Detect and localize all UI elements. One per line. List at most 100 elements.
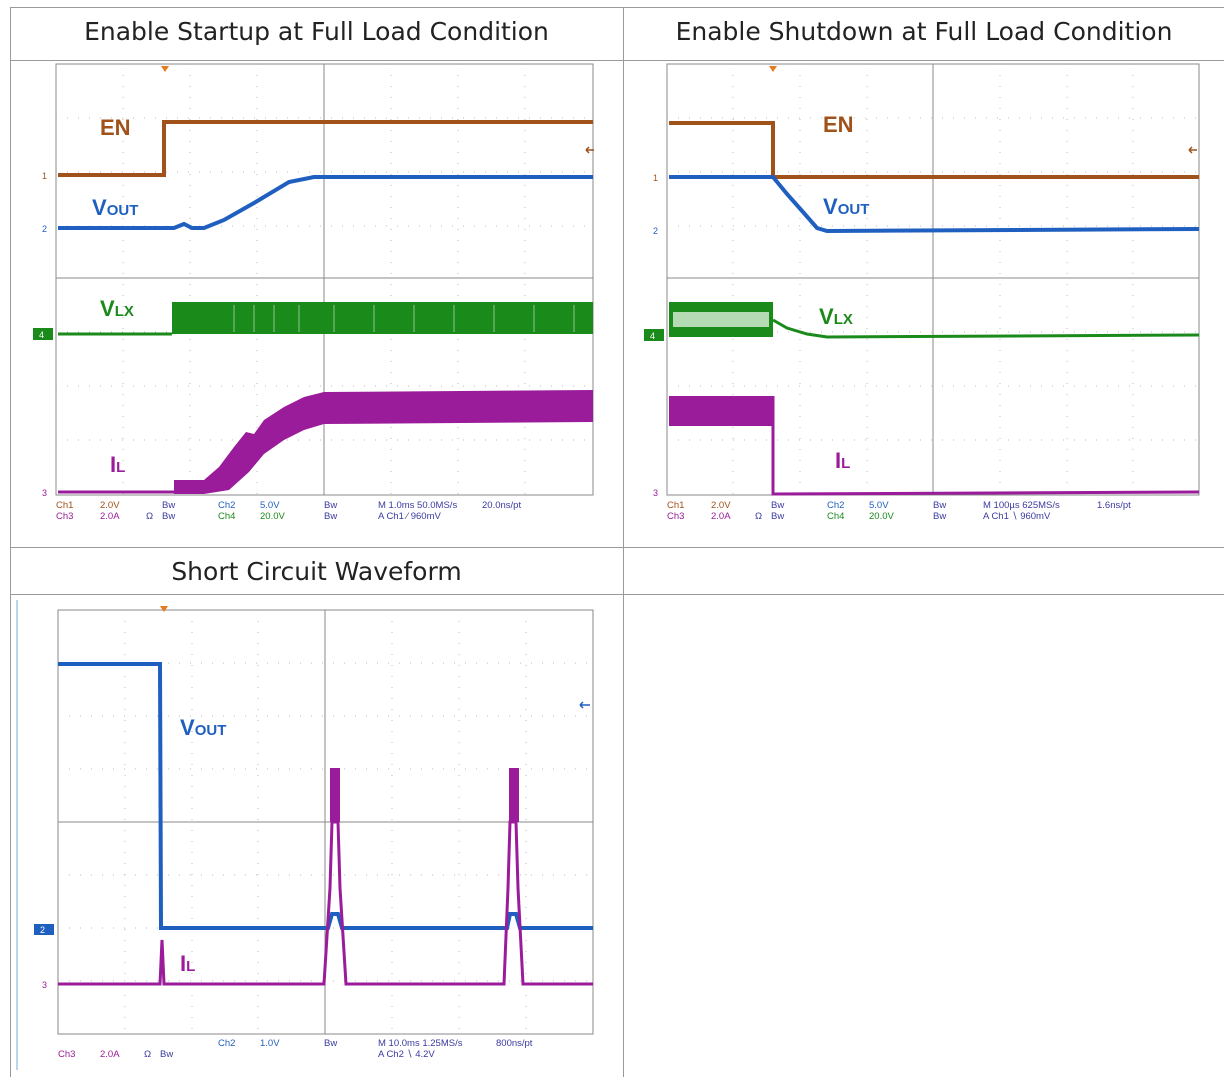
- shutdown-vlx-trace: [772, 318, 1200, 339]
- svg-text:1.6ns/pt: 1.6ns/pt: [1097, 500, 1131, 511]
- short-trigger-level-arrow: [579, 701, 590, 709]
- startup-en-label: EN: [100, 115, 131, 140]
- svg-text:A Ch1 ∕ 960mV: A Ch1 ∕ 960mV: [378, 511, 442, 522]
- shutdown-vout-trace: [669, 175, 1200, 234]
- svg-text:Bw: Bw: [933, 500, 946, 511]
- table-border-top: [10, 7, 1224, 8]
- shutdown-vout-label: VOUT: [823, 194, 869, 219]
- short-marker-3: 3: [42, 980, 47, 990]
- svg-text:Bw: Bw: [324, 1038, 337, 1049]
- startup-scope: EN VOUT VLX IL 1 2 4 3 Ch1 2.0V Ch3 2.0A…: [33, 63, 594, 522]
- svg-text:Bw: Bw: [771, 511, 784, 522]
- startup-grid: [55, 63, 594, 496]
- svg-text:Bw: Bw: [160, 1049, 173, 1060]
- svg-text:20.0V: 20.0V: [869, 511, 894, 522]
- svg-text:2.0V: 2.0V: [100, 500, 120, 511]
- svg-text:5.0V: 5.0V: [260, 500, 280, 511]
- svg-text:Bw: Bw: [162, 500, 175, 511]
- svg-text:2.0V: 2.0V: [711, 500, 731, 511]
- svg-text:Bw: Bw: [771, 500, 784, 511]
- svg-text:Bw: Bw: [324, 511, 337, 522]
- startup-marker-1: 1: [42, 171, 47, 181]
- svg-text:Ch2: Ch2: [827, 500, 844, 511]
- table-border-row3: [10, 594, 1224, 595]
- startup-vlx-label: VLX: [100, 296, 134, 321]
- short-marker-2: 2: [40, 925, 45, 935]
- svg-text:A Ch1 ∖ 960mV: A Ch1 ∖ 960mV: [983, 511, 1051, 522]
- short-circuit-scope: VOUT IL 2 3 Ch3 2.0A Ω Bw Ch2 1.0V Bw M …: [34, 606, 594, 1060]
- startup-marker-3: 3: [42, 488, 47, 498]
- shutdown-en-label: EN: [823, 112, 854, 137]
- short-vout-fall-edge: [159, 663, 162, 929]
- short-il-pulse-2: [509, 768, 519, 822]
- svg-text:Ch4: Ch4: [218, 511, 235, 522]
- svg-text:2.0A: 2.0A: [100, 1049, 120, 1060]
- svg-text:Ch2: Ch2: [218, 500, 235, 511]
- svg-text:Ch1: Ch1: [56, 500, 73, 511]
- startup-trigger-marker: [161, 66, 169, 72]
- svg-text:Bw: Bw: [933, 511, 946, 522]
- short-marker-2-bg: [34, 924, 54, 935]
- startup-marker-2: 2: [42, 224, 47, 234]
- table-border-left: [10, 7, 11, 1077]
- svg-text:1.0V: 1.0V: [260, 1038, 280, 1049]
- svg-text:5.0V: 5.0V: [869, 500, 889, 511]
- shutdown-vlx-band-noise: [673, 312, 769, 327]
- startup-readout: Ch1 2.0V Ch3 2.0A Ω Bw Bw Ch2 5.0V Ch4 2…: [56, 500, 521, 522]
- shutdown-trigger-level-arrow: [1188, 146, 1197, 154]
- svg-text:Ch3: Ch3: [667, 511, 684, 522]
- startup-il-label: IL: [110, 452, 125, 477]
- short-circuit-title: Short Circuit Waveform: [171, 557, 462, 586]
- shutdown-il-trace: [771, 396, 1200, 496]
- svg-text:M 100µs 625MS/s: M 100µs 625MS/s: [983, 500, 1060, 511]
- short-il-pulse-1: [330, 768, 340, 822]
- svg-text:M 10.0ms 1.25MS/s: M 10.0ms 1.25MS/s: [378, 1038, 463, 1049]
- svg-text:2.0A: 2.0A: [100, 511, 120, 522]
- short-scope-left-bar: [16, 600, 18, 1070]
- shutdown-trigger-marker: [769, 66, 777, 72]
- svg-text:Ω: Ω: [146, 511, 153, 522]
- shutdown-marker-3: 3: [653, 488, 658, 498]
- svg-text:Ch4: Ch4: [827, 511, 844, 522]
- shutdown-scope: EN VOUT VLX IL 1 2 4 3 Ch1 2.0V Ch3 2.0A…: [644, 63, 1200, 522]
- svg-text:Ω: Ω: [755, 511, 762, 522]
- shutdown-marker-2: 2: [653, 226, 658, 236]
- svg-text:Bw: Bw: [324, 500, 337, 511]
- svg-text:Ch3: Ch3: [56, 511, 73, 522]
- startup-marker-4-bg: [33, 328, 53, 340]
- table-border-middle: [623, 7, 624, 1077]
- svg-text:2.0A: 2.0A: [711, 511, 731, 522]
- svg-text:20.0ns/pt: 20.0ns/pt: [482, 500, 521, 511]
- shutdown-vlx-label: VLX: [819, 304, 853, 329]
- startup-marker-4: 4: [39, 330, 44, 340]
- startup-vlx-switching-band: [172, 302, 593, 334]
- svg-text:Ch1: Ch1: [667, 500, 684, 511]
- startup-il-envelope: [174, 390, 593, 494]
- short-readout: Ch3 2.0A Ω Bw Ch2 1.0V Bw M 10.0ms 1.25M…: [58, 1038, 533, 1060]
- svg-text:M 1.0ms 50.0MS/s: M 1.0ms 50.0MS/s: [378, 500, 457, 511]
- startup-vout-label: VOUT: [92, 195, 138, 220]
- short-il-label: IL: [180, 951, 195, 976]
- svg-text:Ch3: Ch3: [58, 1049, 75, 1060]
- svg-text:20.0V: 20.0V: [260, 511, 285, 522]
- svg-text:Ω: Ω: [144, 1049, 151, 1060]
- startup-vout-trace: [58, 175, 593, 230]
- table-border-row1: [10, 60, 1224, 61]
- shutdown-readout: Ch1 2.0V Ch3 2.0A Ω Bw Bw Ch2 5.0V Ch4 2…: [667, 500, 1131, 522]
- shutdown-il-band: [669, 396, 773, 426]
- shutdown-title: Enable Shutdown at Full Load Condition: [675, 17, 1173, 46]
- shutdown-grid: [666, 63, 1200, 496]
- short-vout-label: VOUT: [180, 715, 226, 740]
- table-border-row2: [10, 547, 1224, 548]
- startup-trigger-level-arrow: [585, 146, 594, 154]
- shutdown-marker-1: 1: [653, 173, 658, 183]
- svg-text:A Ch2 ∖ 4.2V: A Ch2 ∖ 4.2V: [378, 1049, 435, 1060]
- shutdown-il-label: IL: [835, 448, 850, 473]
- startup-en-trace: [58, 120, 593, 177]
- svg-text:Ch2: Ch2: [218, 1038, 235, 1049]
- shutdown-marker-4-bg: [644, 329, 664, 341]
- short-il-trace: [58, 820, 593, 986]
- shutdown-marker-4: 4: [650, 331, 655, 341]
- short-trigger-marker: [160, 606, 168, 612]
- startup-title: Enable Startup at Full Load Condition: [84, 17, 549, 46]
